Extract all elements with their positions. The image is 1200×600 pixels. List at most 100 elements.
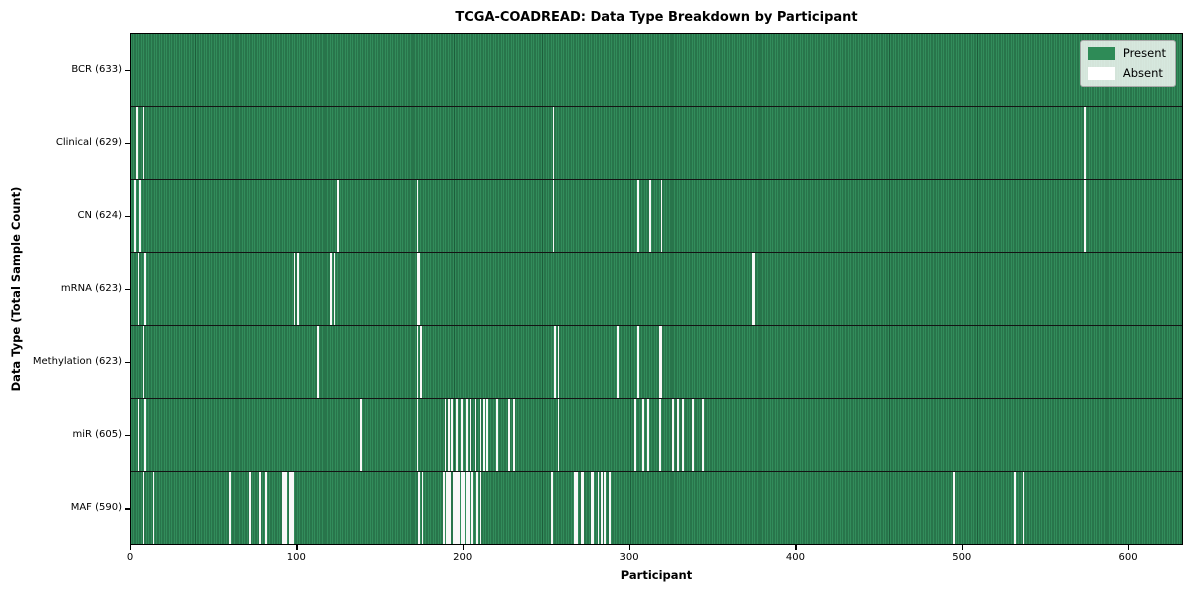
absent-stripe xyxy=(672,399,674,471)
absent-stripe xyxy=(448,472,450,544)
x-tick-mark xyxy=(795,545,797,550)
absent-stripe xyxy=(142,326,145,398)
heatmap-row-mrna xyxy=(131,253,1182,326)
heatmap-row-mir xyxy=(131,399,1182,472)
absent-stripe xyxy=(592,472,595,544)
absent-stripe xyxy=(461,472,464,544)
absent-stripe xyxy=(466,472,469,544)
absent-stripe xyxy=(333,253,336,325)
x-tick-mark xyxy=(1128,545,1130,550)
absent-stripe xyxy=(451,399,454,471)
absent-stripe xyxy=(552,107,555,179)
absent-stripe xyxy=(471,472,474,544)
x-tick-mark xyxy=(629,545,631,550)
x-tick-mark xyxy=(130,545,132,550)
heatmap-row-methylation xyxy=(131,326,1182,399)
legend-absent-swatch xyxy=(1087,67,1115,80)
row-label-clinical: Clinical (629) xyxy=(55,136,122,148)
absent-stripe xyxy=(360,399,362,471)
absent-stripe xyxy=(466,399,469,471)
absent-stripe xyxy=(692,399,694,471)
row-label-cn: CN (624) xyxy=(77,209,122,221)
absent-stripe xyxy=(144,253,146,325)
absent-stripe xyxy=(453,472,455,544)
absent-stripe xyxy=(479,399,482,471)
x-tick-label: 200 xyxy=(453,552,473,563)
absent-stripe xyxy=(297,253,299,325)
absent-stripe xyxy=(702,399,704,471)
heatmap-row-maf xyxy=(131,472,1182,544)
absent-stripe xyxy=(1022,472,1025,544)
absent-stripe xyxy=(134,180,136,252)
absent-stripe xyxy=(463,472,465,544)
absent-stripe xyxy=(580,472,583,544)
absent-stripe xyxy=(660,326,663,398)
absent-stripe xyxy=(597,472,600,544)
absent-stripe xyxy=(461,399,464,471)
row-label-methylation: Methylation (623) xyxy=(32,356,122,368)
absent-stripe xyxy=(446,472,449,544)
absent-stripe xyxy=(575,472,578,544)
legend-entry-absent: Absent xyxy=(1087,67,1166,80)
absent-stripe xyxy=(293,253,296,325)
absent-stripe xyxy=(753,253,756,325)
x-tick-label: 400 xyxy=(785,552,805,563)
absent-stripe xyxy=(682,399,684,471)
absent-stripe xyxy=(574,472,576,544)
absent-stripe xyxy=(416,326,419,398)
absent-stripe xyxy=(330,253,332,325)
y-tick-mark xyxy=(125,289,130,291)
absent-stripe xyxy=(609,472,611,544)
absent-stripe xyxy=(292,472,294,544)
absent-stripe xyxy=(952,472,955,544)
legend-present-swatch xyxy=(1087,47,1115,60)
absent-stripe xyxy=(600,472,603,544)
y-tick-mark xyxy=(125,435,130,437)
absent-stripe xyxy=(649,180,651,252)
row-label-mir: miR (605) xyxy=(72,429,122,441)
absent-stripe xyxy=(285,472,288,544)
absent-stripe xyxy=(486,399,488,471)
absent-stripe xyxy=(590,472,593,544)
absent-stripe xyxy=(449,472,452,544)
absent-stripe xyxy=(248,472,251,544)
heatmap-rows xyxy=(131,34,1182,544)
absent-stripe xyxy=(418,253,420,325)
absent-stripe xyxy=(658,326,661,398)
heatmap-row-bcr xyxy=(131,34,1182,107)
y-tick-mark xyxy=(125,362,130,364)
absent-stripe xyxy=(476,472,479,544)
legend-entry-present: Present xyxy=(1087,45,1166,60)
absent-stripe xyxy=(660,180,663,252)
legend-present-label: Present xyxy=(1122,45,1166,60)
row-label-mrna: mRNA (623) xyxy=(60,283,122,294)
row-label-bcr: BCR (633) xyxy=(71,63,122,75)
absent-stripe xyxy=(658,399,661,471)
absent-stripe xyxy=(456,399,459,471)
x-tick-label: 500 xyxy=(952,552,972,563)
absent-stripe xyxy=(419,326,422,398)
absent-stripe xyxy=(582,472,585,544)
x-tick-label: 0 xyxy=(126,552,134,563)
x-tick-label: 100 xyxy=(286,552,306,563)
absent-stripe xyxy=(228,472,231,544)
absent-stripe xyxy=(469,399,472,471)
heatmap-row-cn xyxy=(131,180,1182,253)
absent-stripe xyxy=(557,326,560,398)
absent-stripe xyxy=(421,472,424,544)
absent-stripe xyxy=(135,107,138,179)
absent-stripe xyxy=(479,472,482,544)
x-axis-label: Participant xyxy=(620,568,693,582)
x-tick-label: 300 xyxy=(619,552,639,563)
absent-stripe xyxy=(152,472,155,544)
absent-stripe xyxy=(474,399,477,471)
absent-stripe xyxy=(637,326,640,398)
absent-stripe xyxy=(418,472,420,544)
absent-stripe xyxy=(1084,180,1086,252)
heatmap-row-clinical xyxy=(131,107,1182,180)
absent-stripe xyxy=(265,472,268,544)
absent-stripe xyxy=(444,399,447,471)
x-tick-mark xyxy=(961,545,963,550)
absent-stripe xyxy=(142,107,145,179)
